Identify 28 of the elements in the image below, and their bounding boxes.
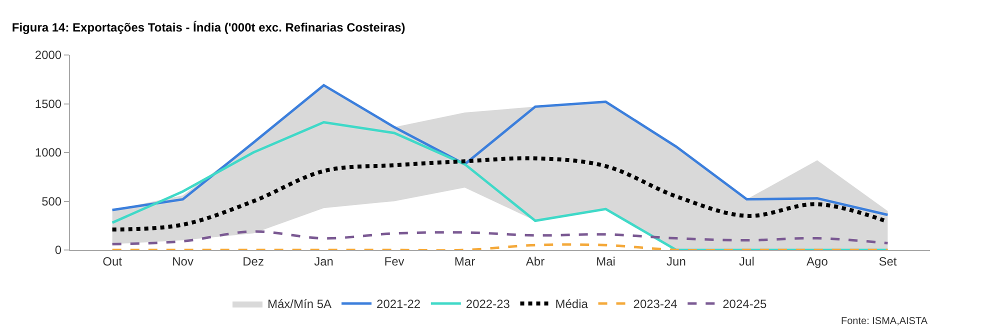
y-tick-label: 500: [42, 194, 62, 208]
legend-label: 2021-22: [376, 297, 421, 312]
line-series: [111, 230, 889, 246]
legend-label: 2024-25: [722, 297, 767, 312]
x-tick-label: Fev: [384, 254, 404, 268]
legend-label: 2022-23: [466, 297, 510, 312]
x-tick-label: Set: [878, 254, 898, 268]
y-tick-label: 2000: [34, 48, 62, 62]
x-tick-label: Jun: [666, 254, 686, 268]
x-tick-label: Jul: [739, 254, 754, 268]
legend-label: Máx/Mín 5A: [268, 297, 332, 312]
line-series: [111, 84, 889, 216]
chart-title: Figura 14: Exportações Totais - Índia ('000t exc. Refinarias Costeiras): [12, 20, 406, 34]
x-tick-label: Out: [102, 254, 123, 268]
y-tick-label: 1500: [34, 96, 62, 111]
x-tick-label: Abr: [526, 254, 545, 268]
x-tick-label: Jan: [314, 254, 334, 268]
x-tick-label: Mar: [454, 254, 476, 268]
x-tick-label: Ago: [806, 254, 828, 268]
legend-label: Média: [555, 297, 588, 312]
x-tick-label: Nov: [172, 254, 194, 268]
y-tick-label: 1000: [34, 146, 62, 160]
line-series: [111, 121, 889, 250]
x-tick-label: Dez: [242, 254, 264, 268]
source-note: Fonte: ISMA,AISTA: [841, 316, 928, 327]
legend-label: 2023-24: [633, 297, 678, 312]
x-tick-label: Mai: [596, 254, 616, 268]
y-tick-label: 0: [54, 243, 62, 258]
